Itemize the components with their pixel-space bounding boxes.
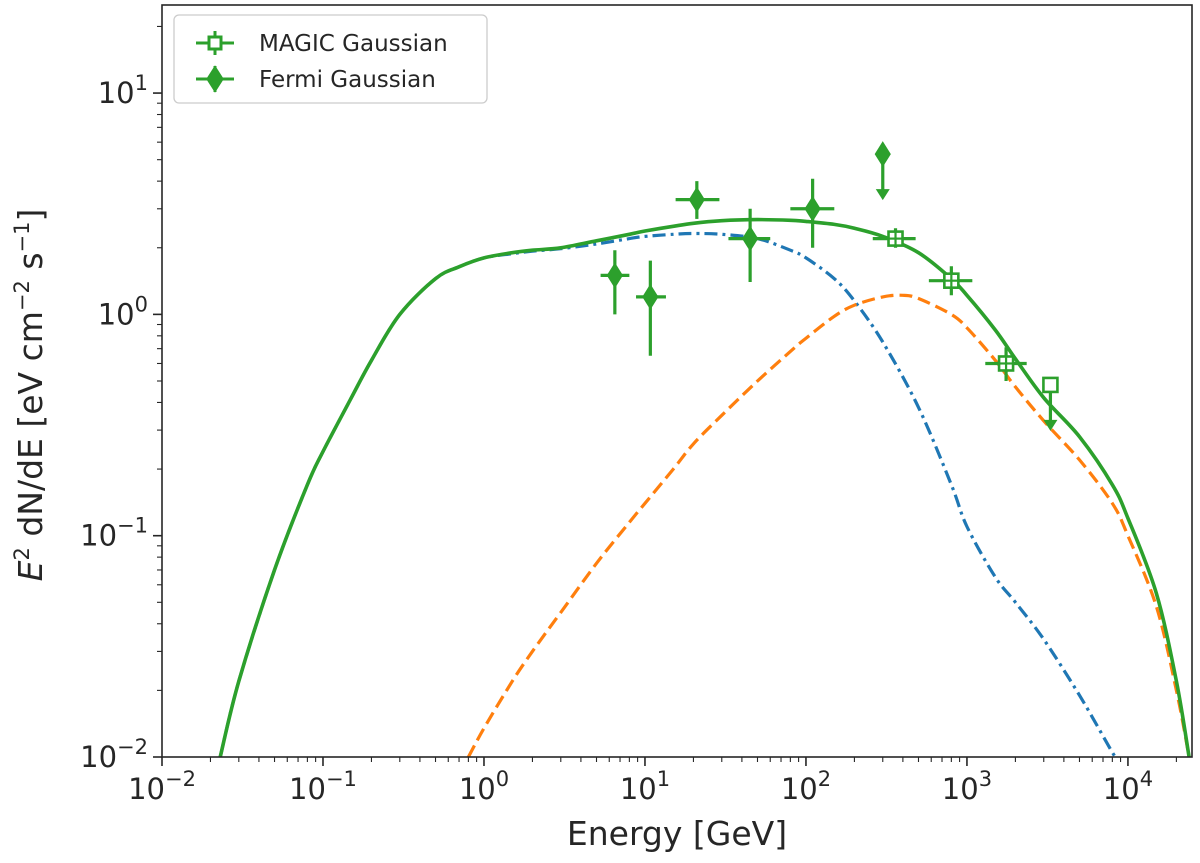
x-tick-base: 10 <box>942 772 979 806</box>
fermi-point <box>600 250 630 315</box>
x-tick-base: 10 <box>128 772 165 806</box>
x-tick-label: 103 <box>942 767 992 806</box>
x-tick-label: 100 <box>459 767 509 806</box>
legend-box <box>173 14 488 104</box>
y-tick-exponent: 0 <box>135 292 148 316</box>
x-tick-base: 10 <box>459 772 496 806</box>
legend-fermi-marker <box>196 65 234 93</box>
y-tick-label: 101 <box>98 71 148 110</box>
x-axis-label: Energy [GeV] <box>567 814 787 853</box>
upper-limit-diamond <box>874 141 891 168</box>
magic-point <box>928 266 973 296</box>
legend-magic-label: MAGIC Gaussian <box>259 31 448 57</box>
upper-limit <box>874 141 891 201</box>
x-tick-label: 10−2 <box>128 767 196 806</box>
x-tick-label: 102 <box>781 767 831 806</box>
y-tick-base: 10 <box>98 76 135 110</box>
upper-limit-arrowhead <box>875 189 890 201</box>
y-tick-label: 10−1 <box>80 514 148 553</box>
x-tick-exponent: 3 <box>979 767 992 791</box>
x-tick-exponent: −2 <box>165 767 196 791</box>
magic-point <box>872 228 916 248</box>
upper-limit <box>1042 376 1059 431</box>
upper-limit-arrowhead <box>1043 419 1058 431</box>
fermi-point <box>636 260 666 356</box>
y-axis-label: E2 dN/dE [eV cm−2 s−1] <box>10 209 50 582</box>
plot-frame <box>161 4 1193 758</box>
y-tick-label: 100 <box>98 292 148 331</box>
x-tick-label: 101 <box>620 767 670 806</box>
x-tick-base: 10 <box>1103 772 1140 806</box>
curve-component-2 <box>466 293 1191 757</box>
upper-limit-square <box>1042 376 1059 394</box>
x-tick-exponent: 2 <box>818 767 831 791</box>
y-tick-exponent: 1 <box>135 71 148 95</box>
x-tick-exponent: 0 <box>496 767 509 791</box>
curve-total-model <box>218 217 1191 757</box>
model-curves <box>218 217 1191 757</box>
x-tick-label: 104 <box>1103 767 1153 806</box>
x-tick-exponent: −1 <box>326 767 357 791</box>
y-tick-base: 10 <box>80 519 117 553</box>
x-tick-exponent: 1 <box>657 767 670 791</box>
y-tick-exponent: −2 <box>117 735 148 759</box>
fermi-diamond <box>688 186 705 213</box>
x-tick-base: 10 <box>781 772 818 806</box>
plot-area <box>162 5 1192 757</box>
magic-point <box>985 347 1027 381</box>
y-tick-label: 10−2 <box>80 735 148 774</box>
y-tick-base: 10 <box>98 297 135 331</box>
fermi-diamond <box>804 195 821 222</box>
legend-fermi-label: Fermi Gaussian <box>259 67 436 93</box>
x-tick-base: 10 <box>620 772 657 806</box>
fermi-diamond <box>642 283 659 310</box>
y-tick-base: 10 <box>80 740 117 774</box>
x-tick-base: 10 <box>289 772 326 806</box>
fermi-point <box>790 178 835 248</box>
x-tick-exponent: 4 <box>1140 767 1153 791</box>
fermi-point <box>728 208 771 283</box>
legend: MAGIC Gaussian Fermi Gaussian <box>173 14 488 104</box>
y-tick-exponent: −1 <box>117 514 148 538</box>
x-tick-label: 10−1 <box>289 767 357 806</box>
fermi-diamond <box>742 225 759 252</box>
legend-magic-marker <box>196 31 234 55</box>
fermi-point <box>675 181 720 219</box>
data-points <box>600 141 1059 431</box>
fermi-diamond <box>606 262 623 289</box>
